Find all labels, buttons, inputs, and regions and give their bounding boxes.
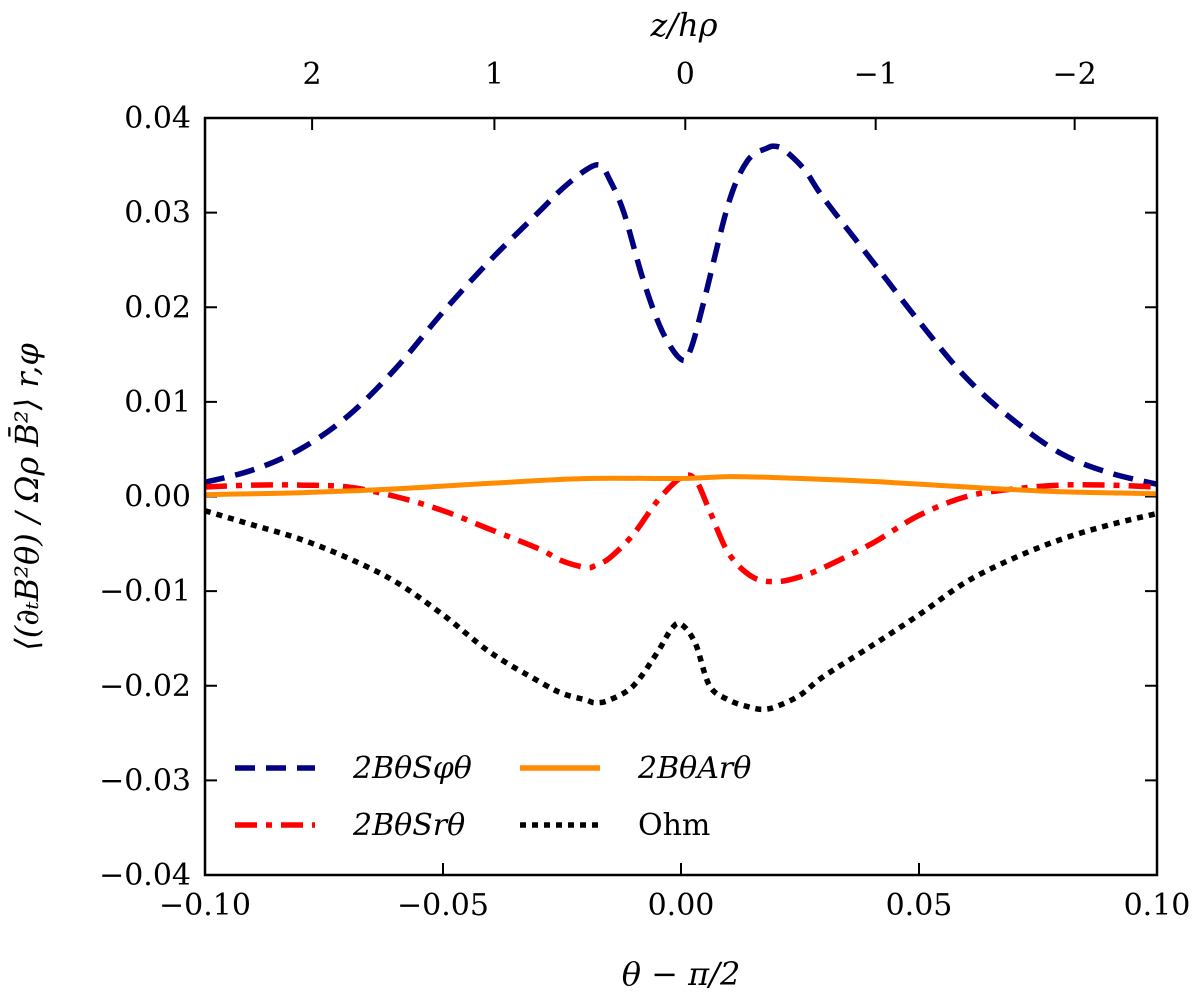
top-tick-label: 0 [676,57,695,92]
x-tick-label: 0.10 [1124,888,1191,923]
x-tick-label: 0.00 [648,888,715,923]
x-tick-label: −0.10 [159,888,251,923]
top-tick-label: 2 [303,57,322,92]
y-tick-label: 0.04 [124,101,191,136]
top-tick-label: −1 [854,57,898,92]
y-tick-label: 0.01 [124,385,191,420]
series-line-2 [204,474,1158,498]
series-lines [204,143,1158,713]
y-tick-label: −0.03 [99,763,191,798]
x-axis-label: θ − π/2 [622,955,741,993]
plot-frame [203,116,1159,877]
series-line-3 [204,508,1158,713]
legend-label: Ohm [638,808,710,843]
top-tick-label: −2 [1053,57,1097,92]
tick-labels: −0.10 −0.05 0.00 0.05 0.10 −0.04 −0.03 −0.02 −0.… [99,57,1190,923]
x-tick-label: −0.05 [397,888,489,923]
y-tick-label: −0.02 [99,669,191,704]
y-axis-label: ⟨(∂ₜB²θ) / Ωρ B̄²⟩ r,φ [8,343,46,651]
top-axis-label: z/hρ [649,6,717,44]
legend-label: 2BθArθ [637,751,751,786]
x-tick-label: 0.05 [886,888,953,923]
y-tick-label: −0.01 [99,574,191,609]
y-tick-label: 0.02 [124,290,191,325]
legend: 2BθSφθ 2BθSrθ 2BθArθ Ohm [235,751,751,843]
y-tick-label: 0.00 [124,480,191,515]
y-tick-label: −0.04 [99,858,191,893]
legend-label: 2BθSrθ [352,808,465,843]
y-tick-label: 0.03 [124,196,191,231]
legend-label: 2BθSφθ [352,751,472,786]
series-line-0 [204,143,1158,487]
top-tick-label: 1 [485,57,504,92]
